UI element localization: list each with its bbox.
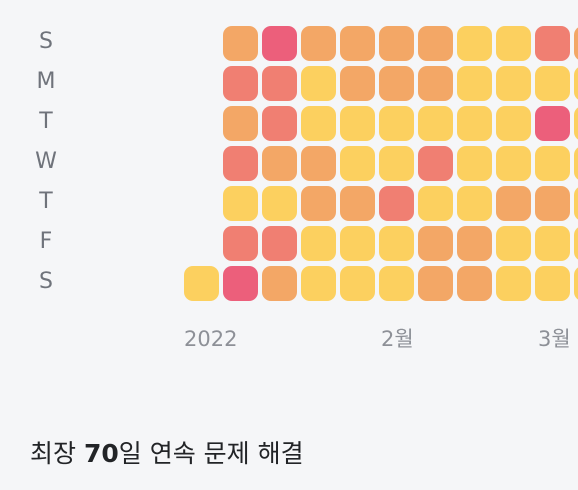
day-cell[interactable] [574,26,578,61]
day-cell[interactable] [574,106,578,141]
day-cell[interactable] [340,186,375,221]
day-cell[interactable] [457,146,492,181]
weekday-label: S [39,269,53,294]
day-cell[interactable] [379,226,414,261]
day-cell[interactable] [262,266,297,301]
day-cell[interactable] [379,26,414,61]
day-cell[interactable] [535,186,570,221]
day-cell[interactable] [301,66,336,101]
day-cell[interactable] [457,26,492,61]
day-cell[interactable] [223,146,258,181]
day-cell[interactable] [262,186,297,221]
day-cell[interactable] [574,266,578,301]
day-cell[interactable] [457,226,492,261]
day-cell[interactable] [418,26,453,61]
day-cell[interactable] [496,26,531,61]
day-cell[interactable] [340,106,375,141]
day-cell[interactable] [457,186,492,221]
day-cell[interactable] [496,226,531,261]
day-cell[interactable] [301,266,336,301]
day-cell[interactable] [418,226,453,261]
day-cell[interactable] [418,106,453,141]
weekday-label: F [39,229,53,254]
day-cell[interactable] [301,146,336,181]
weekday-label: M [36,69,56,94]
day-cell[interactable] [340,66,375,101]
day-cell[interactable] [457,106,492,141]
day-cell[interactable] [262,146,297,181]
month-label: 3월 [538,327,571,351]
day-cell[interactable] [301,186,336,221]
day-cell[interactable] [574,66,578,101]
day-cell[interactable] [535,26,570,61]
day-cell[interactable] [418,186,453,221]
streak-days: 70 [83,439,119,468]
day-cell[interactable] [223,266,258,301]
day-cell[interactable] [574,186,578,221]
day-cell[interactable] [574,146,578,181]
day-cell[interactable] [418,146,453,181]
day-cell[interactable] [262,226,297,261]
day-cell[interactable] [184,266,219,301]
day-cell[interactable] [535,226,570,261]
day-cell[interactable] [223,226,258,261]
day-cell[interactable] [262,66,297,101]
day-cell[interactable] [379,186,414,221]
day-cell[interactable] [379,146,414,181]
day-cell[interactable] [301,26,336,61]
day-cell[interactable] [340,226,375,261]
weekday-label: T [39,189,53,214]
day-cell[interactable] [496,266,531,301]
day-cell[interactable] [340,26,375,61]
day-cell[interactable] [535,106,570,141]
day-cell[interactable] [496,186,531,221]
longest-streak-text: 최장 70일 연속 문제 해결 [30,437,304,471]
day-cell[interactable] [223,66,258,101]
day-cell[interactable] [379,266,414,301]
day-cell[interactable] [223,186,258,221]
weekday-label: W [35,149,57,174]
day-cell[interactable] [496,106,531,141]
day-cell[interactable] [457,266,492,301]
day-cell[interactable] [535,266,570,301]
day-cell[interactable] [223,26,258,61]
day-cell[interactable] [574,226,578,261]
day-cell[interactable] [223,106,258,141]
streak-suffix: 일 연속 문제 해결 [118,439,304,468]
day-cell[interactable] [496,66,531,101]
day-cell[interactable] [301,226,336,261]
day-cell[interactable] [535,146,570,181]
day-cell[interactable] [262,26,297,61]
weekday-label: T [39,109,53,134]
streak-prefix: 최장 [30,439,84,468]
day-cell[interactable] [301,106,336,141]
day-cell[interactable] [457,66,492,101]
day-cell[interactable] [340,146,375,181]
month-label: 2월 [381,327,414,351]
day-cell[interactable] [418,66,453,101]
day-cell[interactable] [379,106,414,141]
day-cell[interactable] [418,266,453,301]
day-cell[interactable] [379,66,414,101]
day-cell[interactable] [535,66,570,101]
month-label: 2022 [184,327,238,351]
day-cell[interactable] [340,266,375,301]
weekday-label: S [39,29,53,54]
day-cell[interactable] [262,106,297,141]
day-cell[interactable] [496,146,531,181]
